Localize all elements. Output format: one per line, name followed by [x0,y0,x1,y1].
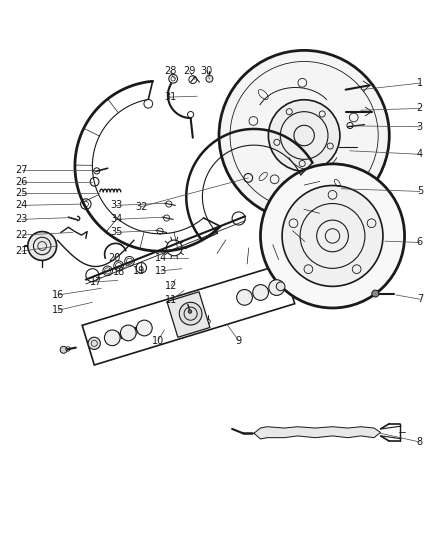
Text: 2: 2 [417,103,423,114]
Circle shape [253,285,268,300]
Circle shape [137,320,152,336]
Circle shape [179,302,202,325]
Text: 5: 5 [417,187,423,196]
Text: 10: 10 [152,336,164,346]
Polygon shape [254,427,381,439]
Text: 16: 16 [52,290,64,300]
Circle shape [60,346,67,353]
Text: 14: 14 [155,253,167,263]
Text: 25: 25 [15,188,28,198]
Text: 32: 32 [135,201,148,212]
Text: 9: 9 [236,336,242,346]
Circle shape [276,282,285,290]
Text: 24: 24 [15,200,28,211]
Circle shape [206,75,213,82]
Circle shape [237,289,252,305]
Text: 11: 11 [165,295,177,305]
Text: 12: 12 [165,281,177,291]
Text: 13: 13 [155,266,167,276]
Text: 6: 6 [417,238,423,247]
Polygon shape [167,292,210,337]
Text: 26: 26 [15,177,28,187]
Text: 1: 1 [417,78,423,88]
Text: 15: 15 [52,305,64,315]
Circle shape [269,280,284,295]
Text: 27: 27 [15,165,28,175]
Circle shape [88,337,100,350]
Polygon shape [82,264,295,365]
Text: 30: 30 [201,66,213,76]
Circle shape [104,330,120,346]
Circle shape [120,325,136,341]
Circle shape [188,310,192,313]
Text: 33: 33 [110,200,123,211]
Text: 35: 35 [110,228,123,237]
Circle shape [28,231,57,261]
Text: 19: 19 [134,266,146,276]
Text: 4: 4 [417,149,423,159]
Circle shape [268,100,340,171]
Text: 17: 17 [90,277,102,287]
Text: 22: 22 [15,230,28,240]
Circle shape [372,290,379,297]
Text: 21: 21 [15,246,28,256]
Text: 29: 29 [183,66,195,76]
Text: 3: 3 [417,122,423,132]
Circle shape [219,51,389,221]
Circle shape [261,164,405,308]
Text: 7: 7 [417,294,423,304]
Text: 34: 34 [110,214,123,224]
Text: 23: 23 [15,214,28,224]
Text: 31: 31 [164,92,176,102]
Text: 28: 28 [164,66,176,76]
Text: 20: 20 [108,253,120,263]
Text: 18: 18 [113,267,125,277]
Circle shape [282,185,383,286]
Text: 8: 8 [417,437,423,447]
